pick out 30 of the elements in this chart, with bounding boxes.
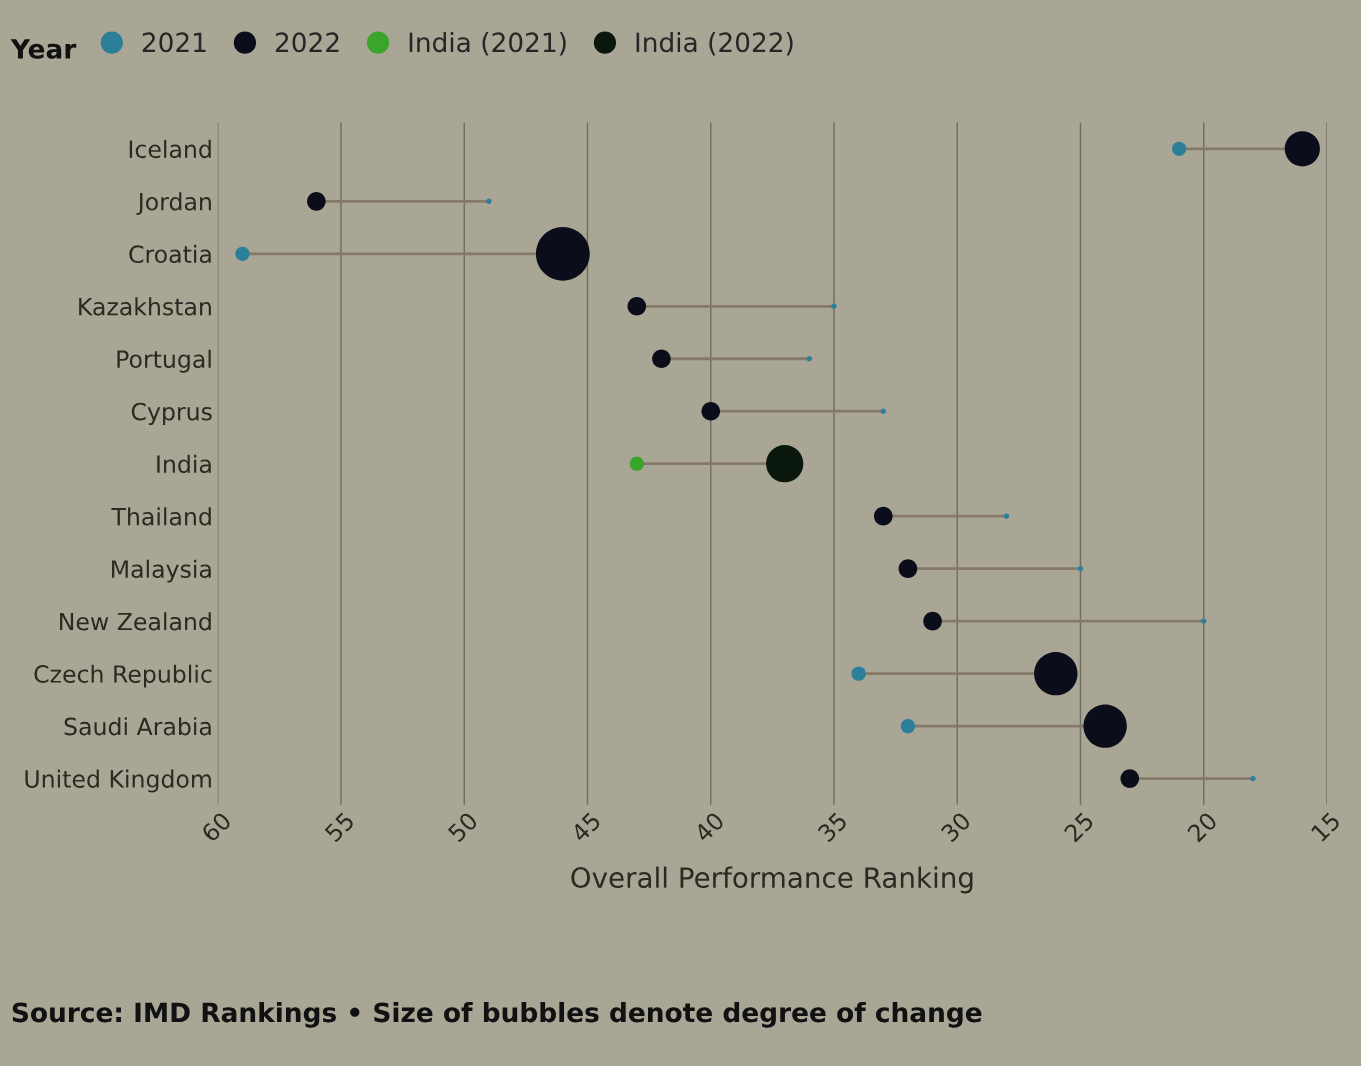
y-tick-label: Iceland [129, 139, 211, 159]
y-tick-label: Saudi Arabia [64, 717, 211, 736]
x-tick-label: 20 [1186, 811, 1219, 843]
x-tick-label: 25 [1063, 811, 1095, 843]
x-tick-label: 40 [693, 811, 726, 844]
y-tick-label: Jordan [136, 192, 211, 216]
x-axis-title: Overall Performance Ranking [571, 866, 973, 894]
x-tick-label: 35 [816, 811, 848, 843]
y-tick-label: Portugal [117, 349, 211, 373]
legend-label: India (2022) [636, 31, 793, 56]
y-tick-label: New Zealand [60, 612, 211, 631]
y-tick-label: Czech Republic [34, 664, 212, 688]
y-tick-label: India [157, 454, 211, 474]
y-tick-label: Kazakhstan [79, 297, 211, 316]
y-tick-label: United Kingdom [25, 769, 211, 793]
source-note: Source: IMD Rankings • Size of bubbles denote degree of change [12, 1001, 982, 1028]
y-tick-label: Thailand [111, 507, 211, 526]
x-tick-label: 30 [940, 811, 972, 843]
legend-label: India (2021) [409, 31, 566, 56]
x-tick-label: 60 [200, 811, 233, 843]
x-tick-label: 45 [570, 811, 602, 844]
legend-label: 2022 [275, 32, 339, 53]
y-tick-label: Malaysia [112, 559, 211, 583]
x-tick-label: 55 [324, 811, 356, 843]
legend-label: 2021 [142, 32, 206, 53]
y-tick-label: Croatia [129, 244, 211, 264]
y-tick-label: Cyprus [131, 402, 212, 426]
x-tick-label: 15 [1310, 811, 1341, 843]
x-tick-label: 50 [447, 811, 479, 843]
legend-title: Year [10, 39, 77, 59]
